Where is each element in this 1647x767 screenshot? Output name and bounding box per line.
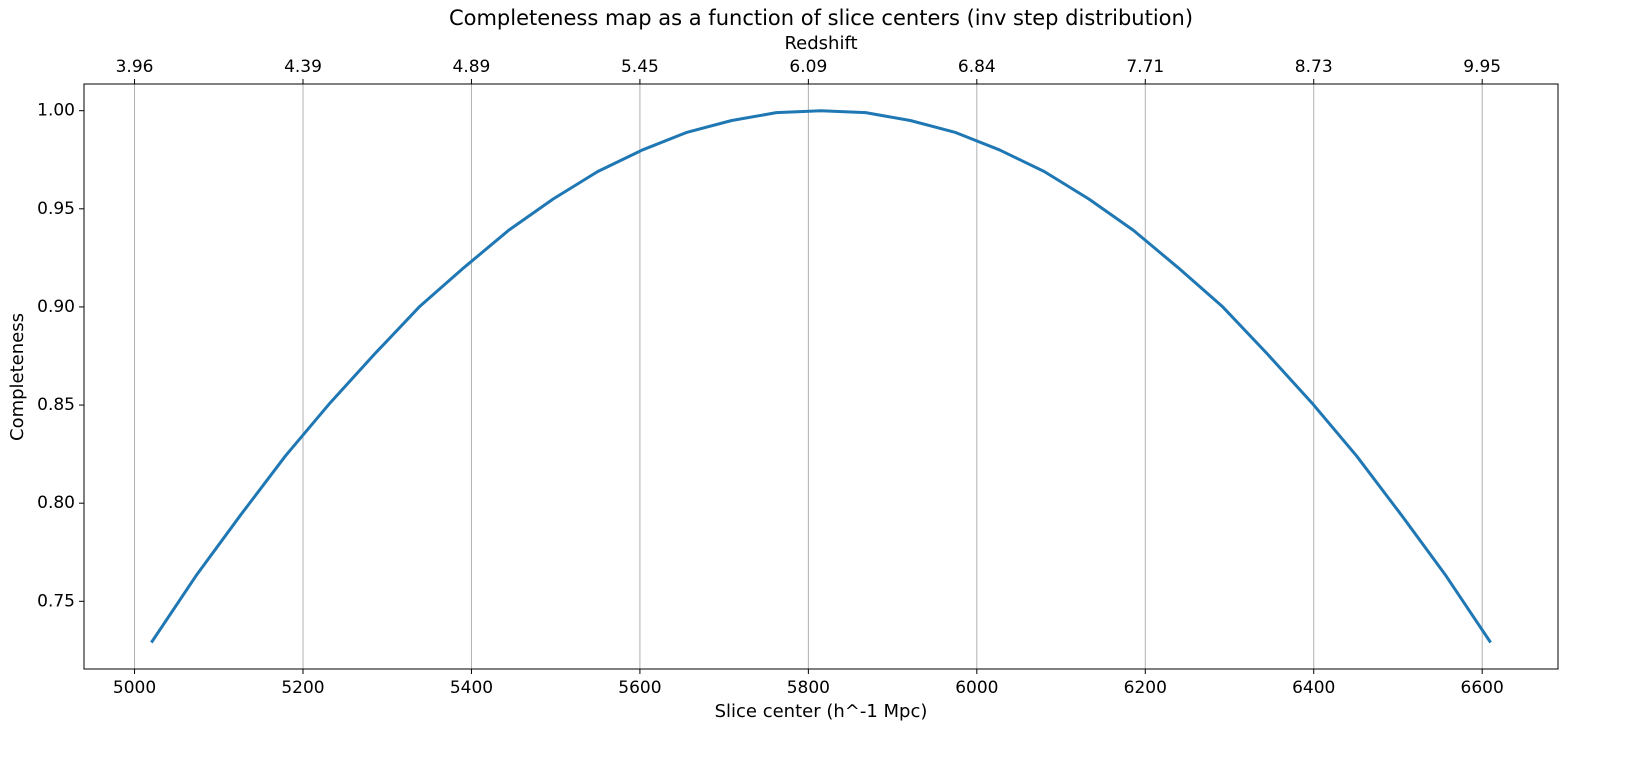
y-tick-label: 0.90	[37, 297, 75, 317]
x-tick-label: 5000	[113, 678, 156, 698]
x2-tick-label: 5.45	[621, 57, 659, 77]
x2-tick-label: 8.73	[1295, 57, 1333, 77]
x2-tick-label: 4.39	[284, 57, 322, 77]
y-tick-label: 1.00	[37, 101, 75, 121]
y-tick-label: 0.75	[37, 591, 75, 611]
x-tick-label: 5600	[618, 678, 661, 698]
x2-tick-label: 6.09	[789, 57, 827, 77]
y-tick-label: 0.95	[37, 199, 75, 219]
x2-axis-label: Redshift	[784, 33, 857, 54]
x2-tick-label: 9.95	[1463, 57, 1501, 77]
y-tick-label: 0.80	[37, 493, 75, 513]
x-tick-label: 6200	[1124, 678, 1167, 698]
x-tick-label: 5800	[787, 678, 830, 698]
x-tick-label: 5200	[281, 678, 324, 698]
plot-frame	[83, 83, 1559, 670]
y-tick-label: 0.85	[37, 395, 75, 415]
data-line	[150, 109, 1492, 644]
x2-tick-label: 6.84	[958, 57, 996, 77]
x-tick-label: 6600	[1461, 678, 1504, 698]
x-tick-label: 5400	[450, 678, 493, 698]
x2-tick-label: 7.71	[1126, 57, 1164, 77]
x-axis-label: Slice center (h^-1 Mpc)	[715, 701, 928, 722]
chart-title: Completeness map as a function of slice …	[449, 6, 1193, 30]
y-axis-label: Completeness	[7, 313, 28, 441]
x-tick-label: 6000	[955, 678, 998, 698]
x2-tick-label: 3.96	[116, 57, 154, 77]
x-tick-label: 6400	[1292, 678, 1335, 698]
x2-tick-label: 4.89	[453, 57, 491, 77]
